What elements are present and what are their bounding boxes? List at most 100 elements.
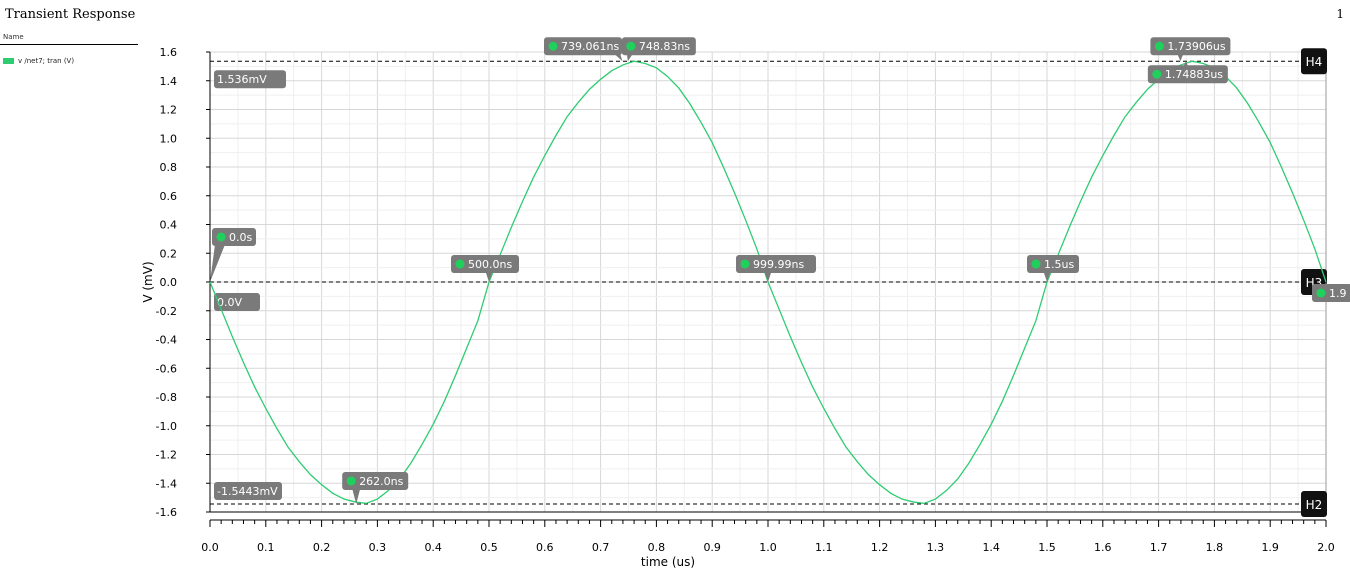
point-marker-box — [735, 255, 816, 273]
window-title: Transient Response — [5, 7, 136, 22]
point-marker-dot — [346, 476, 356, 486]
h-marker-tag-label: H4 — [1306, 55, 1323, 69]
x-tick-label: 1.5 — [1038, 541, 1056, 554]
x-tick-label: 1.4 — [982, 541, 1000, 554]
point-marker-box — [1147, 65, 1228, 84]
point-marker-pointer — [210, 237, 228, 282]
point-marker-box — [1150, 37, 1231, 56]
x-tick-label: 2.0 — [1317, 541, 1335, 554]
y-tick-label: -0.6 — [156, 362, 177, 375]
point-marker-dot — [1154, 41, 1164, 51]
y-tick-label: 1.4 — [160, 75, 178, 88]
y-tick-label: 0.6 — [160, 190, 178, 203]
point-marker-dot — [216, 232, 226, 242]
y-tick-label: 0.8 — [160, 161, 178, 174]
point-marker-dot — [548, 41, 558, 51]
h-marker-value-text: 1.536mV — [217, 73, 267, 86]
point-marker[interactable]: 1.9 — [1312, 282, 1350, 302]
x-tick-label: 1.0 — [759, 541, 777, 554]
h-marker-tag-box — [1301, 490, 1327, 517]
x-tick-label: 0.9 — [703, 541, 721, 554]
point-marker-box — [544, 37, 622, 56]
x-tick-label: 1.7 — [1150, 541, 1168, 554]
point-marker-label: 0.0s — [229, 231, 252, 244]
x-tick-label: 1.6 — [1094, 541, 1112, 554]
point-marker[interactable]: 739.061ns — [544, 37, 623, 62]
point-marker-label: 1.73906us — [1167, 40, 1225, 53]
x-tick-label: 0.1 — [257, 541, 275, 554]
h-marker-value-box — [214, 70, 286, 89]
x-tick-label: 0.4 — [424, 541, 442, 554]
point-marker[interactable]: 500.0ns — [451, 255, 519, 282]
y-tick-label: 1.6 — [160, 46, 178, 59]
y-tick-label: 0.4 — [160, 219, 178, 232]
h-marker-value-box — [214, 293, 260, 311]
point-marker-box — [1312, 284, 1350, 302]
h-marker-tag-box — [1301, 48, 1327, 75]
point-marker[interactable]: 999.99ns — [735, 255, 816, 282]
point-marker-label: 1.74883us — [1165, 68, 1223, 81]
point-marker-dot — [455, 259, 465, 269]
point-marker-label: 262.0ns — [359, 475, 403, 488]
x-tick-label: 1.3 — [927, 541, 945, 554]
point-marker[interactable]: 1.74883us — [1147, 61, 1228, 84]
y-tick-label: -1.6 — [156, 506, 177, 519]
x-tick-label: 1.1 — [815, 541, 833, 554]
x-tick-label: 0.8 — [648, 541, 666, 554]
window-number: 1 — [1336, 7, 1344, 21]
point-marker-label: 999.99ns — [753, 258, 804, 271]
point-marker-label: 748.83ns — [639, 40, 690, 53]
legend-header: Name — [3, 33, 24, 41]
point-marker-box — [1027, 255, 1079, 273]
point-marker[interactable]: 748.83ns — [621, 37, 696, 62]
h-marker-tag-label: H2 — [1306, 498, 1323, 512]
y-tick-label: -0.4 — [156, 334, 177, 347]
legend-divider — [0, 44, 138, 45]
point-marker[interactable]: 1.5us — [1027, 255, 1079, 282]
h-marker-value-box — [214, 481, 282, 500]
y-tick-label: 1.2 — [160, 104, 178, 117]
x-tick-label: 0.2 — [313, 541, 331, 554]
point-marker[interactable]: 262.0ns — [342, 471, 409, 504]
y-tick-label: -1.4 — [156, 477, 177, 490]
legend-entry-label: v /net7; tran (V) — [18, 57, 75, 65]
h-marker-value-label: 0.0V — [214, 293, 260, 311]
h-marker-value-label: -1.5443mV — [214, 481, 282, 500]
point-marker-label: 739.061ns — [561, 40, 619, 53]
x-tick-label: 0.7 — [592, 541, 610, 554]
x-tick-label: 1.9 — [1261, 541, 1279, 554]
point-marker-label: 1.5us — [1044, 258, 1074, 271]
y-tick-label: -1.2 — [156, 449, 177, 462]
x-tick-label: 0.0 — [201, 541, 219, 554]
point-marker-label: 500.0ns — [468, 258, 512, 271]
point-marker-box — [621, 37, 696, 56]
y-axis-label: V (mV) — [141, 261, 155, 302]
legend-swatch — [3, 58, 14, 64]
point-marker[interactable]: 1.73906us — [1150, 37, 1231, 62]
x-tick-label: 0.3 — [369, 541, 387, 554]
point-marker[interactable]: 0.0s — [210, 228, 256, 282]
x-axis-label: time (us) — [641, 555, 695, 569]
y-tick-label: -0.2 — [156, 305, 177, 318]
h-marker-value-text: -1.5443mV — [217, 485, 278, 498]
y-tick-label: 0.2 — [160, 247, 178, 260]
x-tick-label: 1.8 — [1206, 541, 1224, 554]
legend-entry[interactable]: v /net7; tran (V) — [3, 57, 74, 65]
point-marker-box — [451, 255, 519, 273]
point-marker-dot — [1152, 69, 1162, 79]
h-marker-tag-h4[interactable]: H4 — [1301, 48, 1327, 75]
y-tick-label: -1.0 — [156, 420, 177, 433]
h-marker-value-label: 1.536mV — [214, 70, 286, 89]
x-tick-label: 0.5 — [480, 541, 498, 554]
y-tick-label: 0.0 — [160, 276, 178, 289]
point-marker-dot — [626, 41, 636, 51]
h-marker-tag-h2[interactable]: H2 — [1301, 490, 1327, 517]
point-marker-dot — [1031, 259, 1041, 269]
point-marker-dot — [740, 259, 750, 269]
point-marker-dot — [1316, 288, 1326, 298]
point-marker-box — [212, 228, 256, 246]
y-tick-label: 1.0 — [160, 132, 178, 145]
point-marker-box — [342, 471, 409, 490]
y-tick-label: -0.8 — [156, 391, 177, 404]
